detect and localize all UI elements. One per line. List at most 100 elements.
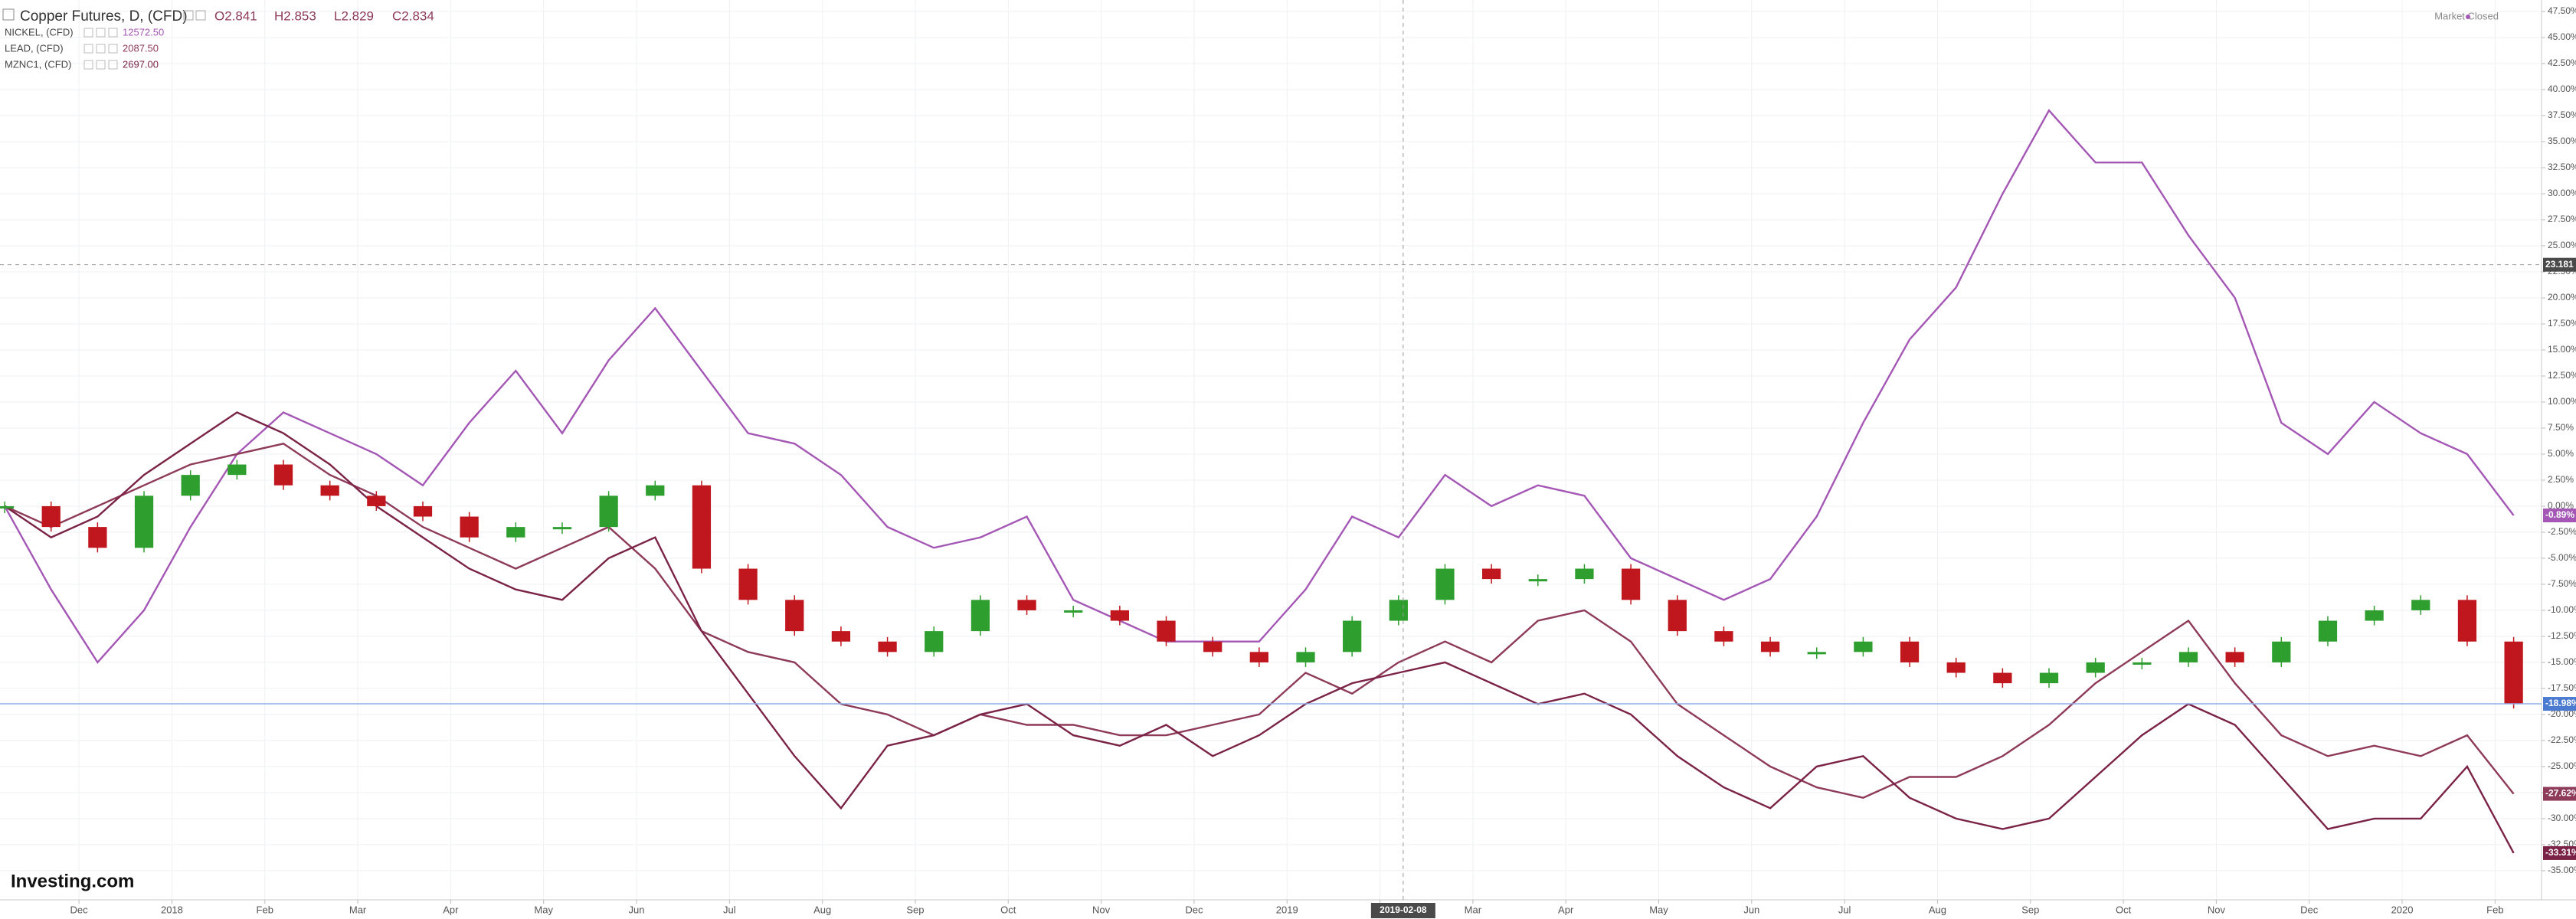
legend-icon xyxy=(108,44,118,54)
candle-body xyxy=(1343,620,1362,652)
candle-body xyxy=(738,568,758,600)
x-tick-label: Dec xyxy=(1185,904,1203,915)
legend-price: 12572.50 xyxy=(123,26,164,38)
crosshair-x-label: 2019-02-08 xyxy=(1380,904,1427,915)
legend-name: NICKEL, (CFD) xyxy=(5,26,74,38)
legend-icon xyxy=(183,10,194,21)
last-value-box xyxy=(2543,845,2576,860)
y-tick-label: 42.50% xyxy=(2548,57,2576,68)
legend-icon xyxy=(83,60,93,70)
y-tick-label: -35.00% xyxy=(2548,865,2576,875)
candle-body xyxy=(1807,652,1826,655)
y-tick-label: 45.00% xyxy=(2548,31,2576,42)
candle-body xyxy=(2318,620,2338,642)
legend-icon xyxy=(83,44,93,54)
last-value-label: -33.31% xyxy=(2545,847,2576,858)
x-tick-label: Sep xyxy=(906,904,924,915)
y-tick-label: 5.00% xyxy=(2548,448,2574,459)
x-tick-label: May xyxy=(1649,904,1668,915)
candle-body xyxy=(785,600,804,632)
last-value-label: -18.98% xyxy=(2545,698,2576,708)
candle-body xyxy=(2504,641,2523,705)
last-value-box xyxy=(2543,697,2576,711)
legend-name: LEAD, (CFD) xyxy=(5,42,64,54)
candle-body xyxy=(1946,662,1966,673)
x-tick-label: May xyxy=(534,904,553,915)
ohlc-open: O2.841 xyxy=(214,8,257,23)
series-line xyxy=(4,411,2515,854)
y-tick-label: 2.50% xyxy=(2548,474,2574,485)
candle-body xyxy=(1900,641,1920,662)
candle-body xyxy=(2272,641,2291,662)
candle-body xyxy=(1481,568,1501,580)
x-tick-label: Oct xyxy=(1000,904,1016,915)
y-tick-label: 30.00% xyxy=(2548,188,2576,198)
last-value-box xyxy=(2543,509,2576,523)
candle-body xyxy=(2086,662,2105,673)
legend-icon xyxy=(108,28,118,38)
status-dot xyxy=(2466,15,2470,19)
candle-body xyxy=(1110,610,1129,621)
x-tick-label: Sep xyxy=(2021,904,2039,915)
x-tick-label: Apr xyxy=(443,904,459,915)
y-tick-label: 25.00% xyxy=(2548,240,2576,250)
x-tick-label: Aug xyxy=(1929,904,1946,915)
y-tick-label: -30.00% xyxy=(2548,813,2576,823)
candle-body xyxy=(1064,610,1083,613)
candle-body xyxy=(2132,662,2152,665)
candle-body xyxy=(1389,600,1408,621)
x-tick-label: Apr xyxy=(1558,904,1574,915)
grid xyxy=(0,0,2542,900)
legend-price: 2087.50 xyxy=(123,42,159,54)
legend-icon xyxy=(2,8,15,21)
candle-body xyxy=(367,495,386,506)
y-tick-label: -15.00% xyxy=(2548,656,2576,667)
x-tick-label: Jun xyxy=(629,904,645,915)
legend-icon xyxy=(83,28,93,38)
candle-body xyxy=(227,464,247,476)
legend-price: 2697.00 xyxy=(123,58,159,70)
candle-body xyxy=(1296,652,1315,662)
candle-body xyxy=(599,495,618,528)
y-tick-label: -20.00% xyxy=(2548,708,2576,719)
y-tick-label: 47.50% xyxy=(2548,5,2576,16)
candle-body xyxy=(1017,600,1036,610)
y-tick-label: 20.00% xyxy=(2548,292,2576,303)
candle-body xyxy=(1203,641,1223,652)
candle-body xyxy=(1621,568,1641,600)
legend-icon xyxy=(108,60,118,70)
candle-body xyxy=(1157,620,1176,642)
x-tick-label: Feb xyxy=(2486,904,2503,915)
candle-body xyxy=(181,475,200,496)
last-value-label: -27.62% xyxy=(2545,788,2576,799)
y-tick-label: -25.00% xyxy=(2548,760,2576,771)
y-tick-label: 7.50% xyxy=(2548,422,2574,433)
x-tick-label: Dec xyxy=(70,904,89,915)
candle-body xyxy=(1575,568,1594,580)
legend-name: MZNC1, (CFD) xyxy=(5,58,71,70)
y-tick-label: -5.00% xyxy=(2548,552,2576,563)
crosshair-y-label: 23.181 xyxy=(2545,259,2574,270)
candle-body xyxy=(460,516,479,538)
candle-body xyxy=(646,485,665,496)
y-tick-label: -7.50% xyxy=(2548,578,2576,589)
y-tick-label: 12.50% xyxy=(2548,370,2576,381)
candle-body xyxy=(0,505,15,509)
candle-body xyxy=(831,631,851,642)
legend: Copper Futures, D, (CFD) O2.841 H2.853 L… xyxy=(2,8,434,70)
candle-body xyxy=(41,505,61,528)
y-tick-label: 32.50% xyxy=(2548,162,2576,172)
x-tick-label: Feb xyxy=(257,904,273,915)
legend-icon xyxy=(96,28,106,38)
ohlc-high: H2.853 xyxy=(274,8,316,23)
y-tick-label: -12.50% xyxy=(2548,630,2576,641)
x-tick-label: 2018 xyxy=(161,904,183,915)
y-tick-label: 17.50% xyxy=(2548,318,2576,329)
x-tick-label: Dec xyxy=(2300,904,2319,915)
series-line xyxy=(4,109,2515,664)
x-tick-label: Jul xyxy=(1838,904,1851,915)
candle-body xyxy=(878,641,897,652)
legend-icon xyxy=(96,60,106,70)
